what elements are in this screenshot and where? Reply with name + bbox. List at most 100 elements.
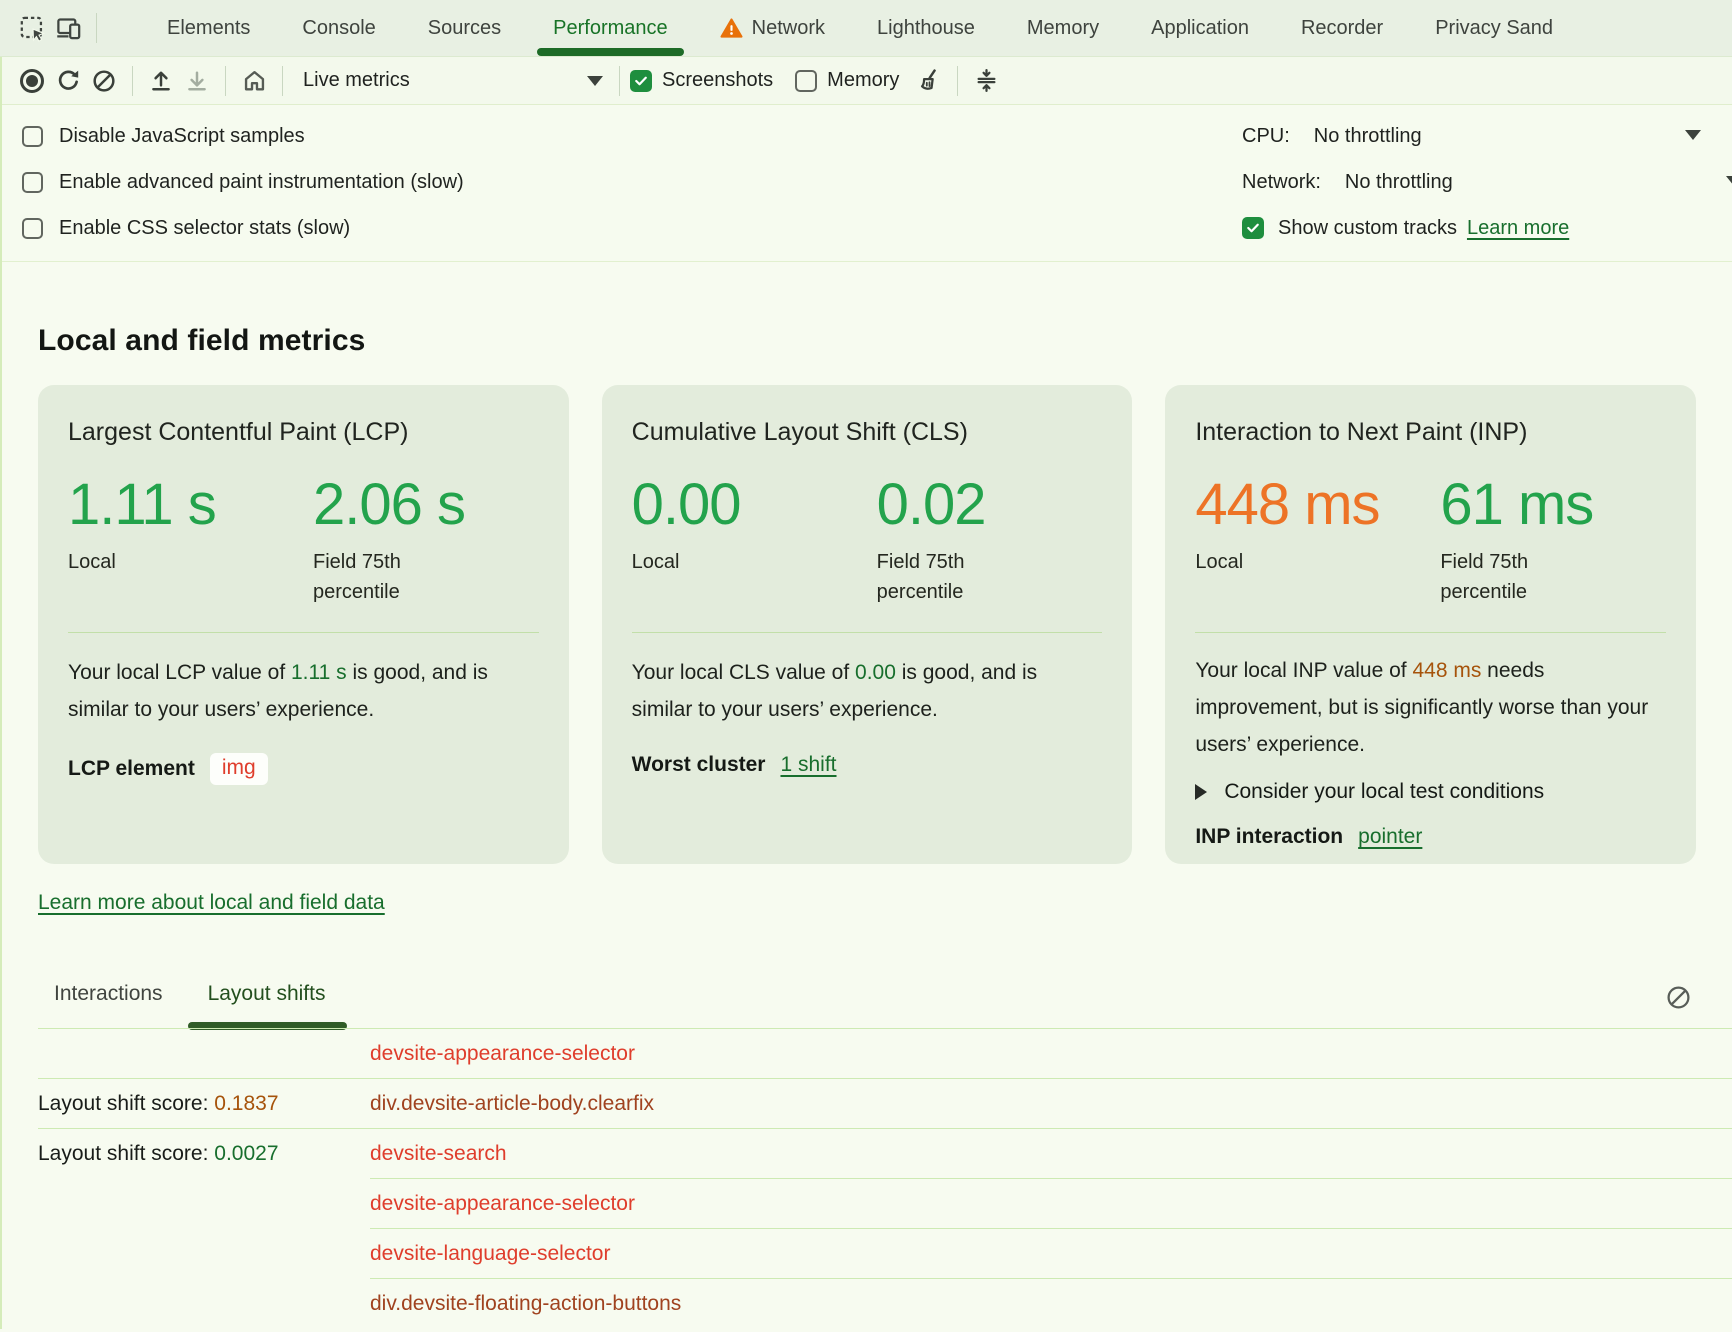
node-link[interactable]: devsite-language-selector: [370, 1242, 610, 1266]
inp-inline-value: 448 ms: [1412, 659, 1481, 682]
collapse-icon[interactable]: [968, 63, 1004, 99]
clear-log-icon[interactable]: [1662, 981, 1694, 1013]
network-throttling-select[interactable]: Network: No throttling: [1242, 159, 1732, 205]
live-metrics-view: Local and field metrics Largest Contentf…: [2, 262, 1732, 1329]
brush-icon[interactable]: [911, 63, 947, 99]
throttling-column: CPU: No throttling Network: No throttlin…: [1242, 113, 1732, 251]
inp-card: Interaction to Next Paint (INP) 448 ms L…: [1165, 385, 1696, 864]
home-icon[interactable]: [236, 63, 272, 99]
inp-field-value: 61 ms: [1440, 476, 1600, 534]
cls-description: Your local CLS value of 0.00 is good, an…: [632, 654, 1103, 728]
layout-shift-score: Layout shift score: 0.1837: [38, 1092, 370, 1116]
inp-interaction-link[interactable]: pointer: [1358, 825, 1422, 849]
toolbar-separator: [957, 66, 958, 96]
tab-elements[interactable]: Elements: [141, 0, 276, 56]
node-link[interactable]: devsite-search: [370, 1142, 507, 1166]
cls-field-value: 0.02: [877, 476, 1037, 534]
lcp-card-title: Largest Contentful Paint (LCP): [68, 418, 539, 447]
advanced-paint-label: Enable advanced paint instrumentation (s…: [59, 171, 464, 194]
inp-local-value: 448 ms: [1195, 476, 1440, 534]
network-label: Network:: [1242, 171, 1321, 194]
toolbar-separator: [282, 66, 283, 96]
custom-tracks-row: Show custom tracks Learn more: [1242, 205, 1732, 251]
cpu-throttling-select[interactable]: CPU: No throttling: [1242, 113, 1732, 159]
cpu-value: No throttling: [1314, 125, 1422, 148]
local-test-conditions-disclosure[interactable]: Consider your local test conditions: [1195, 780, 1666, 804]
lcp-field-label: Field 75th percentile: [313, 547, 473, 607]
upload-profile-icon[interactable]: [143, 63, 179, 99]
screenshots-label: Screenshots: [662, 69, 773, 92]
card-divider: [1195, 632, 1666, 633]
chevron-down-icon: [587, 76, 603, 86]
layout-shift-row: devsite-appearance-selector: [38, 1179, 1696, 1229]
chevron-down-icon: [1685, 130, 1701, 140]
card-divider: [632, 632, 1103, 633]
toolbar-separator: [132, 66, 133, 96]
download-profile-icon[interactable]: [179, 63, 215, 99]
cls-card-title: Cumulative Layout Shift (CLS): [632, 418, 1103, 447]
css-selector-stats-label: Enable CSS selector stats (slow): [59, 217, 350, 240]
lcp-local-value: 1.11 s: [68, 476, 313, 534]
node-link[interactable]: div.devsite-article-body.clearfix: [370, 1092, 654, 1116]
cls-card: Cumulative Layout Shift (CLS) 0.00 Local…: [602, 385, 1133, 864]
clear-icon[interactable]: [86, 63, 122, 99]
layout-shift-score: Layout shift score: 0.0027: [38, 1142, 370, 1166]
cls-local-value: 0.00: [632, 476, 877, 534]
show-custom-tracks-checkbox[interactable]: [1242, 217, 1264, 239]
inp-interaction-label: INP interaction: [1195, 825, 1343, 849]
tab-memory[interactable]: Memory: [1001, 0, 1125, 56]
panel-body: Live metrics Screenshots Memory: [0, 57, 1732, 1329]
card-divider: [68, 632, 539, 633]
tab-sources[interactable]: Sources: [402, 0, 527, 56]
tab-lighthouse[interactable]: Lighthouse: [851, 0, 1001, 56]
cls-inline-value: 0.00: [855, 661, 896, 684]
lcp-card: Largest Contentful Paint (LCP) 1.11 s Lo…: [38, 385, 569, 864]
inp-description: Your local INP value of 448 ms needs imp…: [1195, 652, 1666, 763]
tab-interactions[interactable]: Interactions: [54, 982, 163, 1029]
css-selector-stats-checkbox[interactable]: [22, 218, 43, 239]
layout-shift-row: Layout shift score: 0.0027 devsite-searc…: [38, 1129, 1696, 1179]
tab-application[interactable]: Application: [1125, 0, 1275, 56]
field-data-learn-more-link[interactable]: Learn more about local and field data: [38, 891, 385, 915]
node-link[interactable]: div.devsite-floating-action-buttons: [370, 1292, 681, 1316]
metric-cards: Largest Contentful Paint (LCP) 1.11 s Lo…: [38, 385, 1696, 864]
disable-js-samples-label: Disable JavaScript samples: [59, 125, 305, 148]
logs-section: Interactions Layout shifts devsite-appea…: [38, 959, 1696, 1329]
warning-icon: [720, 17, 743, 40]
devtools-performance-panel: { "colors": { "accent_green": "#187327",…: [0, 0, 1732, 1332]
tab-console[interactable]: Console: [276, 0, 401, 56]
panel-mode-select[interactable]: Live metrics: [303, 69, 603, 92]
reload-record-icon[interactable]: [50, 63, 86, 99]
layout-shift-row: div.devsite-floating-action-buttons: [38, 1279, 1696, 1329]
device-toolbar-icon[interactable]: [50, 10, 86, 46]
inp-local-label: Local: [1195, 547, 1355, 577]
performance-toolbar: Live metrics Screenshots Memory: [2, 57, 1732, 105]
tab-privacy-sandbox[interactable]: Privacy Sand: [1409, 0, 1579, 56]
cls-field-label: Field 75th percentile: [877, 547, 1037, 607]
advanced-paint-checkbox[interactable]: [22, 172, 43, 193]
memory-checkbox[interactable]: [795, 70, 817, 92]
custom-tracks-learn-more-link[interactable]: Learn more: [1467, 217, 1569, 240]
worst-cluster-link[interactable]: 1 shift: [780, 753, 836, 777]
layout-shift-row: devsite-appearance-selector: [38, 1029, 1696, 1079]
node-link[interactable]: devsite-appearance-selector: [370, 1042, 635, 1066]
toolbar-separator: [225, 66, 226, 96]
tab-network[interactable]: Network: [694, 0, 851, 56]
node-link[interactable]: devsite-appearance-selector: [370, 1192, 635, 1216]
inspect-element-icon[interactable]: [14, 10, 50, 46]
tab-recorder[interactable]: Recorder: [1275, 0, 1409, 56]
tab-layout-shifts[interactable]: Layout shifts: [208, 982, 326, 1029]
memory-label: Memory: [827, 69, 899, 92]
lcp-element-label: LCP element: [68, 757, 195, 781]
tab-performance[interactable]: Performance: [527, 0, 694, 56]
toolbar-separator: [619, 66, 620, 96]
lcp-element-node-link[interactable]: img: [210, 753, 268, 785]
record-icon[interactable]: [14, 63, 50, 99]
screenshots-checkbox[interactable]: [630, 70, 652, 92]
active-tab-underline: [537, 48, 684, 56]
devtools-tab-bar: Elements Console Sources Performance Net…: [0, 0, 1732, 57]
worst-cluster-label: Worst cluster: [632, 753, 766, 777]
cls-local-label: Local: [632, 547, 792, 577]
disable-js-samples-checkbox[interactable]: [22, 126, 43, 147]
cpu-label: CPU:: [1242, 125, 1290, 148]
